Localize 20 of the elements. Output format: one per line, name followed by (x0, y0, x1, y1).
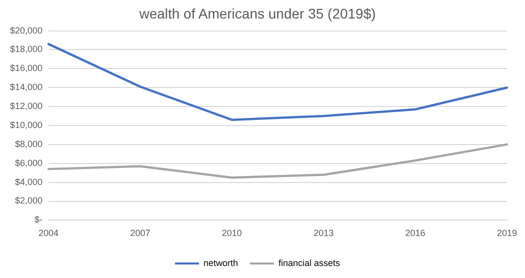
y-tick-label: $14,000 (10, 82, 43, 92)
y-tick-label: $4,000 (15, 176, 43, 187)
x-tick-label: 2004 (38, 228, 59, 238)
y-tick-label: $20,000 (10, 25, 43, 36)
y-tick-label: $6,000 (15, 158, 43, 168)
y-tick-label: $- (34, 214, 43, 225)
y-tick-label: $2,000 (15, 196, 43, 206)
x-tick-label: 2007 (130, 228, 150, 238)
y-tick-label: $8,000 (15, 138, 43, 149)
y-tick-label: $16,000 (10, 63, 43, 74)
y-tick-label: $18,000 (10, 44, 43, 54)
chart-title: wealth of Americans under 35 (2019$) (138, 5, 376, 22)
y-tick-label: $12,000 (10, 101, 43, 112)
legend-label: financial assets (278, 258, 341, 268)
x-tick-label: 2019 (496, 228, 518, 238)
x-tick-label: 2010 (222, 228, 242, 238)
y-tick-label: $10,000 (10, 120, 43, 130)
x-tick-label: 2016 (405, 228, 426, 238)
x-tick-label: 2013 (314, 228, 334, 238)
legend-label: networth (203, 258, 238, 268)
